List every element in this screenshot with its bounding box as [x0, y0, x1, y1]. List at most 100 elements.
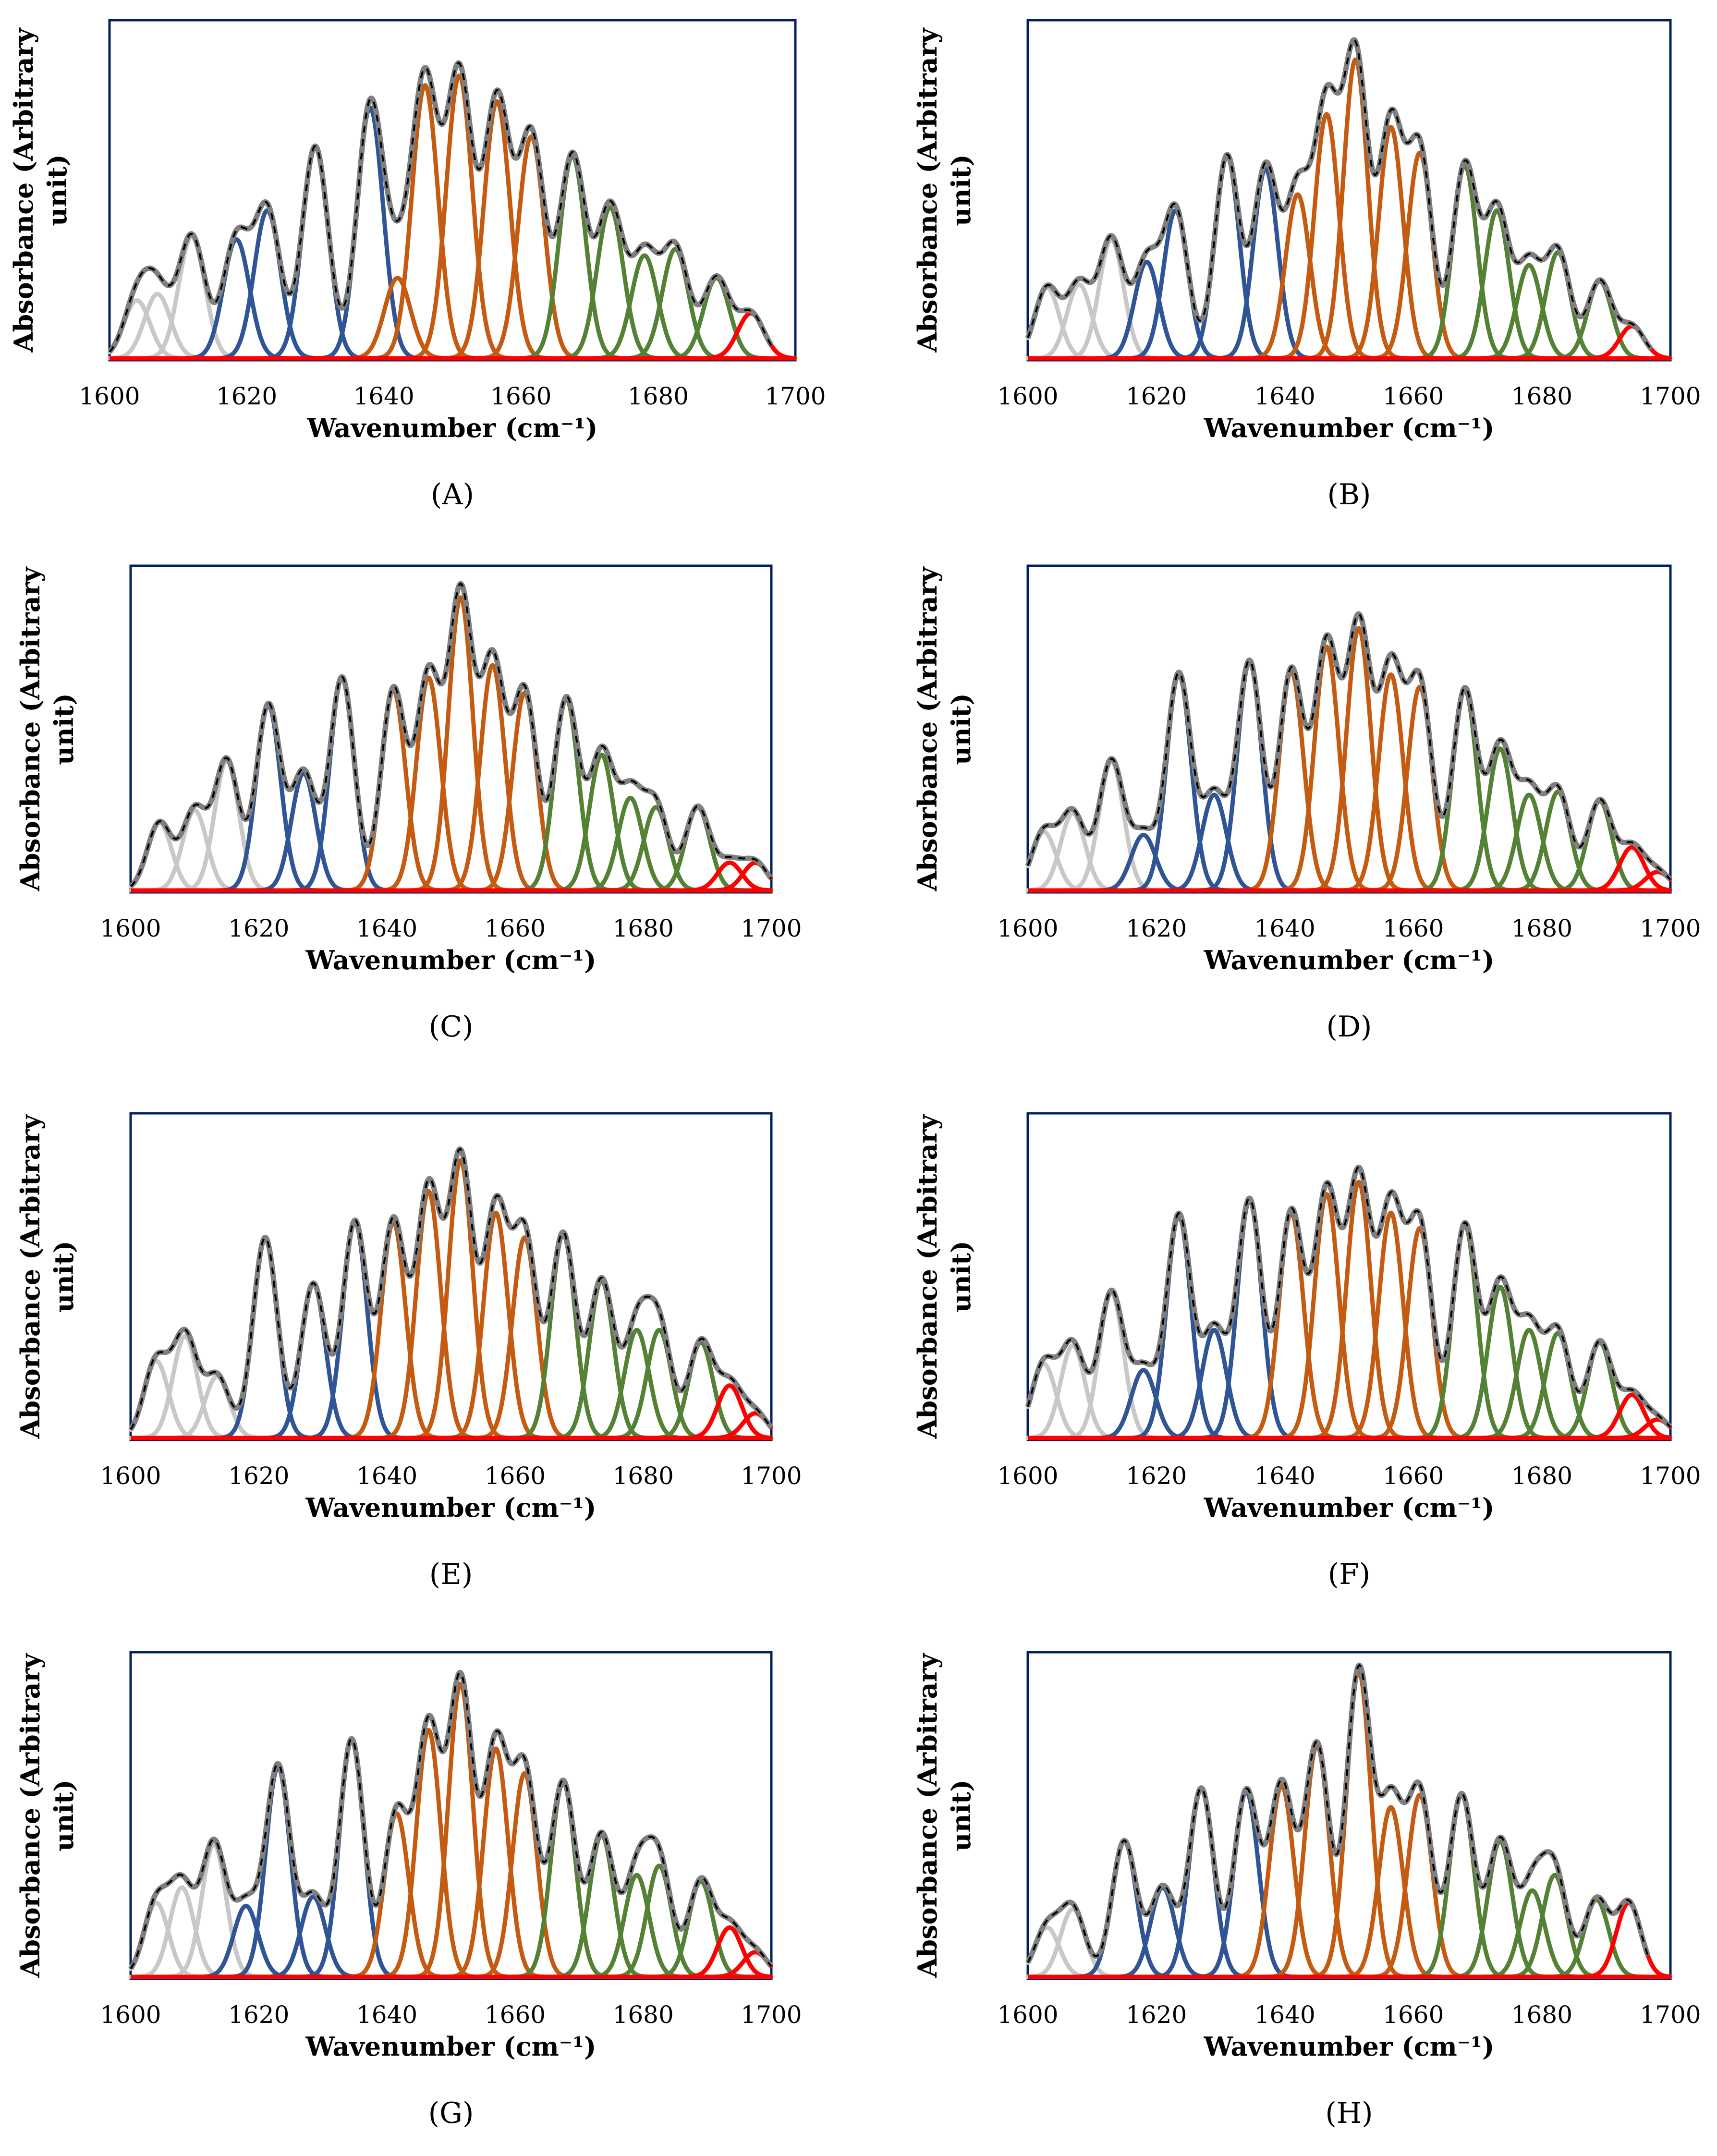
measured-spectrum: [130, 1148, 772, 1430]
x-tick-label: 1680: [1511, 382, 1572, 410]
component-peak-alpha-helix/random: [1251, 1743, 1382, 1979]
component-peak-turns: [1434, 746, 1566, 893]
x-tick-label: 1620: [1126, 2001, 1187, 2029]
x-tick-label: 1680: [613, 2001, 674, 2029]
x-tick-label: 1680: [613, 914, 674, 942]
x-axis-label: Wavenumber (cm⁻¹): [305, 1492, 597, 1523]
panel-label: (F): [1328, 1558, 1370, 1591]
x-axis-label: Wavenumber (cm⁻¹): [307, 413, 598, 443]
y-axis-label-line2: unit): [49, 1241, 79, 1313]
x-tick-label: 1620: [228, 2001, 289, 2029]
component-peak-turns: [1396, 1792, 1527, 1979]
component-peak-turns: [540, 205, 680, 361]
panel-label: (E): [429, 1558, 473, 1591]
x-tick-label: 1700: [1640, 914, 1701, 942]
x-tick-label: 1700: [1640, 382, 1701, 410]
measured-spectrum: [1027, 1664, 1649, 1963]
x-tick-label: 1680: [628, 382, 689, 410]
y-axis-label-line2: unit): [49, 1779, 79, 1851]
x-tick-label: 1600: [100, 914, 161, 942]
chart-panel: 1600 1620 1640 1660 1680 1700 Wavenumber (cm⁻¹…: [912, 19, 1701, 512]
x-tick-label: 1680: [1511, 914, 1572, 942]
x-tick-label: 1620: [1126, 382, 1187, 410]
measured-spectrum: [130, 1671, 772, 1970]
x-axis-label: Wavenumber (cm⁻¹): [1204, 2031, 1495, 2062]
y-axis-label-line1: Absorbance (Arbitrary: [912, 1653, 943, 1978]
component-peak-beta-sheet: [1135, 1786, 1267, 1979]
x-tick-label: 1660: [485, 914, 546, 942]
x-tick-label: 1640: [1254, 1462, 1315, 1490]
x-tick-label: 1660: [1383, 2001, 1444, 2029]
x-tick-label: 1680: [613, 1462, 674, 1490]
x-tick-label: 1600: [100, 2001, 161, 2029]
chart-panel: 1600 1620 1640 1660 1680 1700 Wavenumber (cm⁻¹…: [15, 1112, 802, 1591]
x-tick-label: 1700: [1640, 2001, 1701, 2029]
component-peak-beta-sheet: [1183, 660, 1315, 893]
x-tick-label: 1660: [490, 382, 551, 410]
component-peak-beta-sheet: [199, 1235, 330, 1440]
component-peak-beta-sheet: [1148, 792, 1279, 893]
x-tick-label: 1680: [1511, 2001, 1572, 2029]
x-tick-label: 1660: [485, 1462, 546, 1490]
component-peak-beta-sheet: [245, 144, 385, 361]
x-axis-label: Wavenumber (cm⁻¹): [1204, 413, 1495, 443]
component-peak-turns: [646, 276, 786, 361]
x-tick-label: 1660: [1383, 914, 1444, 942]
chart-panel: 1600 1620 1640 1660 1680 1700 Wavenumber (cm⁻¹…: [912, 1651, 1701, 2130]
y-axis-label-line1: Absorbance (Arbitrary: [15, 566, 46, 892]
component-peak-beta-sheet: [1148, 1328, 1279, 1440]
chart-panel: 1600 1620 1640 1660 1680 1700 Wavenumber (cm⁻¹…: [15, 1651, 802, 2130]
y-axis-label-line1: Absorbance (Arbitrary: [15, 1653, 46, 1978]
measured-spectrum: [109, 61, 772, 353]
component-peak-beta-sheet: [1113, 672, 1244, 893]
x-tick-label: 1600: [79, 382, 140, 410]
x-tick-label: 1700: [741, 1462, 802, 1490]
component-peak-turns: [1434, 1284, 1566, 1440]
component-peak-beta-sheet: [247, 1281, 378, 1440]
y-axis-label-line2: unit): [946, 1779, 976, 1851]
component-peak-beta-sheet: [238, 771, 369, 893]
measured-spectrum: [1027, 612, 1671, 880]
measured-spectrum: [1027, 1166, 1671, 1428]
measured-spectrum: [130, 583, 772, 887]
x-tick-label: 1640: [353, 382, 414, 410]
y-axis-label-line1: Absorbance (Arbitrary: [8, 27, 39, 353]
y-axis-label-line2: unit): [42, 154, 73, 226]
x-tick-label: 1600: [997, 382, 1058, 410]
x-tick-label: 1640: [356, 914, 417, 942]
panel-label: (H): [1325, 2096, 1373, 2130]
component-peak-beta-sheet: [1059, 1839, 1190, 1979]
panel-label: (D): [1327, 1010, 1372, 1044]
x-tick-label: 1600: [997, 1462, 1058, 1490]
component-peak-beta-sheet: [286, 1737, 417, 1979]
y-axis-label-line2: unit): [49, 693, 79, 765]
panel-label: (B): [1327, 478, 1371, 512]
x-tick-label: 1700: [1640, 1462, 1701, 1490]
x-tick-label: 1640: [1254, 914, 1315, 942]
component-peak-beta-sheet: [1097, 1885, 1228, 1979]
x-tick-label: 1620: [1126, 914, 1187, 942]
panel-label: (A): [431, 478, 474, 512]
x-tick-label: 1660: [1383, 1462, 1444, 1490]
chart-panel: 1600 1620 1640 1660 1680 1700 Wavenumber (cm⁻¹…: [912, 1112, 1701, 1591]
x-axis-label: Wavenumber (cm⁻¹): [305, 2031, 597, 2062]
x-axis-label: Wavenumber (cm⁻¹): [1204, 945, 1495, 975]
panel-label: (G): [428, 2096, 474, 2130]
component-peak-beta-sheet: [1183, 1198, 1315, 1440]
component-peak-unassigned: [128, 1334, 250, 1440]
y-axis-label-line2: unit): [946, 154, 976, 226]
x-tick-label: 1640: [1254, 382, 1315, 410]
x-tick-label: 1640: [356, 2001, 417, 2029]
x-tick-label: 1600: [997, 2001, 1058, 2029]
x-axis-label: Wavenumber (cm⁻¹): [305, 945, 597, 975]
panel-label: (C): [429, 1010, 474, 1044]
x-tick-label: 1640: [356, 1462, 417, 1490]
x-tick-label: 1620: [1126, 1462, 1187, 1490]
component-peak-unassigned: [1046, 1291, 1177, 1440]
x-tick-label: 1620: [228, 1462, 289, 1490]
x-tick-label: 1620: [216, 382, 277, 410]
x-tick-label: 1660: [1383, 382, 1444, 410]
x-axis-label: Wavenumber (cm⁻¹): [1204, 1492, 1495, 1523]
y-axis-label-line1: Absorbance (Arbitrary: [15, 1114, 46, 1439]
